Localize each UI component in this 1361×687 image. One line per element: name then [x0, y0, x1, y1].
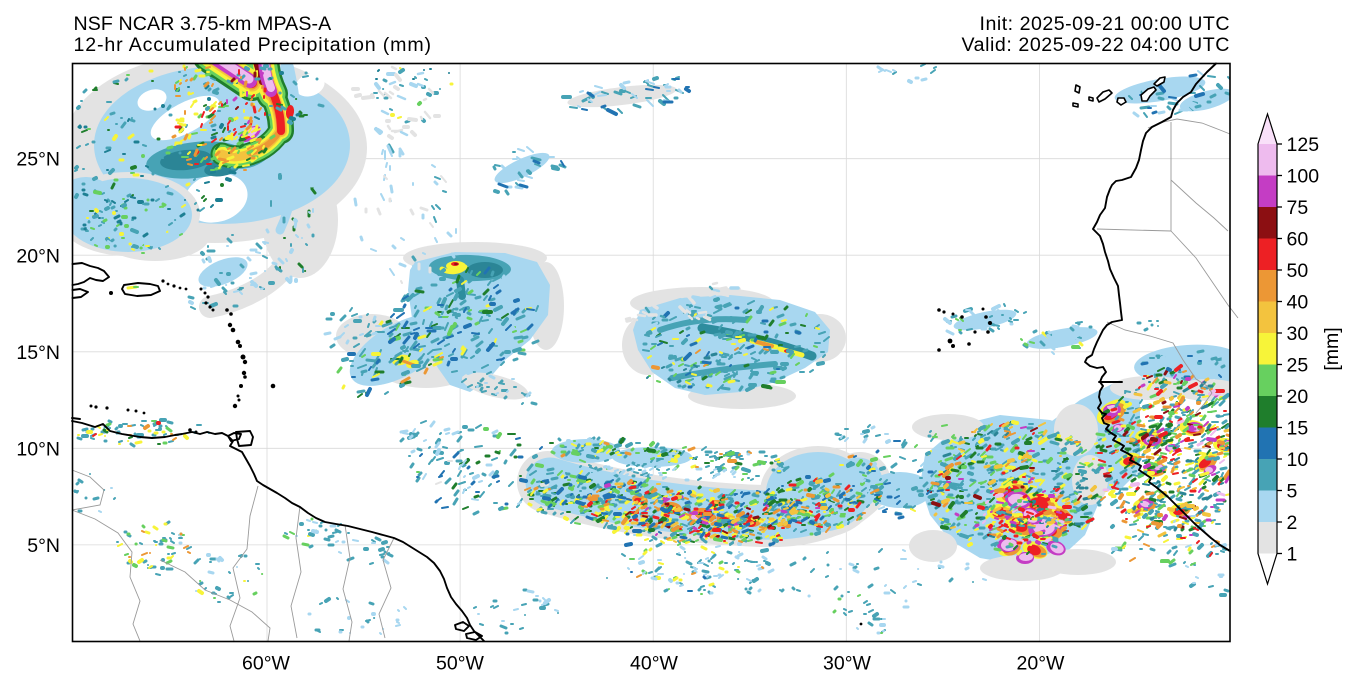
- svg-text:20: 20: [1287, 386, 1309, 408]
- svg-text:10: 10: [1287, 449, 1309, 471]
- svg-text:60: 60: [1287, 229, 1309, 251]
- svg-text:20°W: 20°W: [1017, 653, 1065, 675]
- svg-text:Init: 2025-09-21 00:00 UTC: Init: 2025-09-21 00:00 UTC: [980, 13, 1230, 35]
- svg-text:[mm]: [mm]: [1321, 327, 1343, 370]
- svg-text:25: 25: [1287, 355, 1309, 377]
- svg-text:50: 50: [1287, 260, 1309, 282]
- svg-text:1: 1: [1287, 544, 1298, 566]
- svg-text:40°W: 40°W: [630, 653, 678, 675]
- svg-text:20°N: 20°N: [16, 245, 60, 267]
- svg-text:5: 5: [1287, 481, 1298, 503]
- svg-text:50°W: 50°W: [436, 653, 484, 675]
- svg-text:10°N: 10°N: [16, 438, 60, 460]
- svg-text:2: 2: [1287, 512, 1298, 534]
- svg-text:125: 125: [1287, 134, 1320, 156]
- svg-text:NSF NCAR 3.75-km MPAS-A: NSF NCAR 3.75-km MPAS-A: [74, 13, 333, 35]
- svg-text:30°W: 30°W: [823, 653, 871, 675]
- svg-text:15°N: 15°N: [16, 342, 60, 364]
- svg-text:60°W: 60°W: [242, 653, 290, 675]
- svg-text:5°N: 5°N: [27, 535, 60, 557]
- svg-text:75: 75: [1287, 197, 1309, 219]
- svg-text:25°N: 25°N: [16, 149, 60, 171]
- svg-text:Valid: 2025-09-22 04:00 UTC: Valid: 2025-09-22 04:00 UTC: [961, 34, 1230, 56]
- svg-text:12-hr Accumulated Precipitatio: 12-hr Accumulated Precipitation (mm): [74, 34, 432, 56]
- svg-text:15: 15: [1287, 418, 1309, 440]
- svg-text:100: 100: [1287, 166, 1320, 188]
- svg-text:30: 30: [1287, 323, 1309, 345]
- svg-text:40: 40: [1287, 292, 1309, 314]
